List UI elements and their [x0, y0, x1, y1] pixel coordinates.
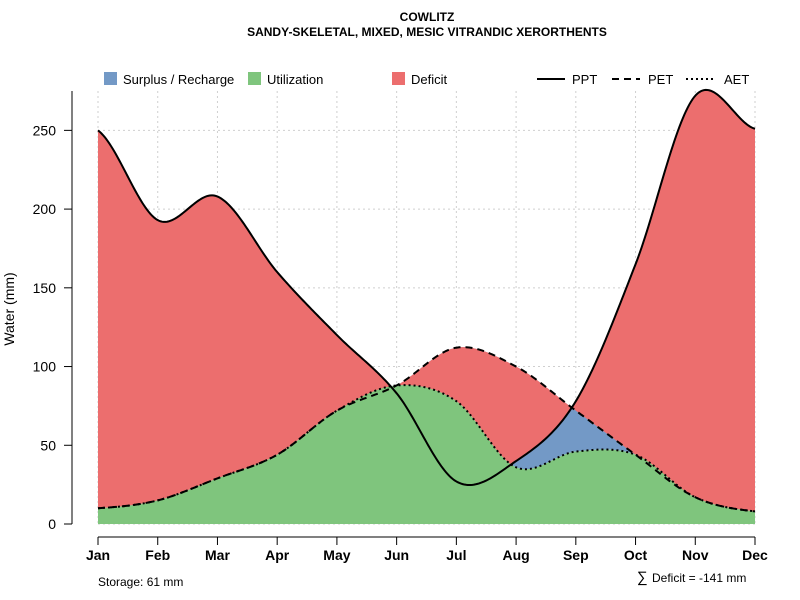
x-tick-label: Oct — [624, 547, 648, 563]
x-tick-label: Sep — [563, 547, 589, 563]
legend-swatch-surplus — [104, 72, 117, 85]
y-axis-label: Water (mm) — [1, 272, 17, 345]
x-tick-label: Dec — [742, 547, 768, 563]
legend-label-deficit: Deficit — [411, 72, 448, 87]
legend-swatch-deficit — [392, 72, 405, 85]
deficit-annotation: Deficit = -141 mm — [652, 571, 746, 585]
legend-label-aet: AET — [724, 72, 749, 87]
legend-label-utilization: Utilization — [267, 72, 323, 87]
y-tick-label: 200 — [33, 201, 57, 217]
x-tick-label: Jun — [384, 547, 409, 563]
series-line-pet — [97, 346, 756, 513]
chart-subtitle: SANDY-SKELETAL, MIXED, MESIC VITRANDIC X… — [247, 25, 607, 39]
x-tick-label: Mar — [205, 547, 230, 563]
deficit-area — [98, 89, 755, 512]
area-fills — [98, 89, 755, 524]
y-tick-label: 100 — [33, 359, 57, 375]
x-tick-label: Feb — [145, 547, 170, 563]
legend: Surplus / Recharge Utilization Deficit P… — [104, 72, 749, 87]
x-tick-label: May — [323, 547, 350, 563]
legend-label-pet: PET — [648, 72, 673, 87]
y-tick-label: 150 — [33, 280, 57, 296]
y-tick-label: 250 — [33, 122, 57, 138]
legend-swatch-utilization — [248, 72, 261, 85]
storage-annotation: Storage: 61 mm — [98, 575, 183, 589]
deficit-sum-icon: ∑ — [637, 569, 648, 586]
x-tick-label: Nov — [682, 547, 709, 563]
series-line-aet — [97, 384, 756, 513]
y-tick-label: 0 — [48, 516, 56, 532]
x-tick-label: Apr — [265, 547, 290, 563]
legend-label-ppt: PPT — [572, 72, 597, 87]
x-tick-label: Jan — [86, 547, 110, 563]
axes: 0 50 100 150 200 250 Jan Feb Mar Apr May Jun Jul Aug S… — [33, 91, 768, 563]
y-tick-label: 50 — [40, 437, 56, 453]
series-lines — [97, 88, 756, 513]
x-tick-label: Aug — [502, 547, 529, 563]
x-tick-label: Jul — [446, 547, 466, 563]
legend-label-surplus: Surplus / Recharge — [123, 72, 234, 87]
utilization-area — [98, 385, 755, 524]
chart-title: COWLITZ — [400, 10, 455, 24]
series-line-ppt — [97, 88, 756, 487]
